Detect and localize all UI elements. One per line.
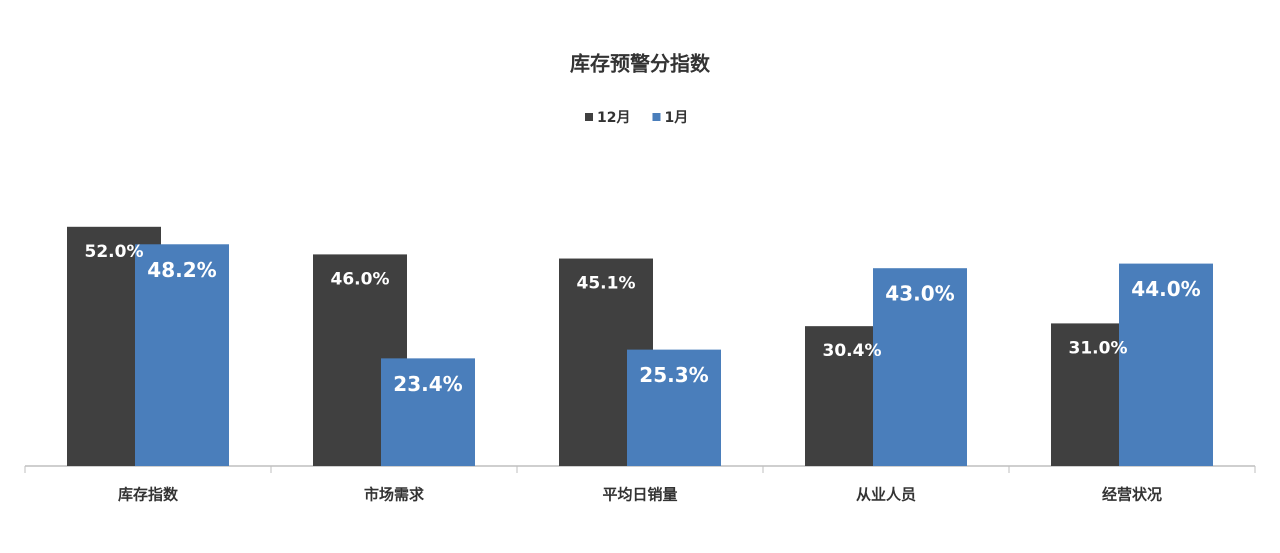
data-label: 25.3% xyxy=(639,363,708,387)
data-label: 43.0% xyxy=(885,282,954,306)
data-label: 23.4% xyxy=(393,372,462,396)
bar xyxy=(873,268,967,466)
legend-label: 12月 xyxy=(597,110,630,126)
data-label: 45.1% xyxy=(577,274,636,294)
data-label: 46.0% xyxy=(331,269,390,289)
chart-title: 库存预警分指数 xyxy=(570,52,711,76)
bar xyxy=(135,244,229,466)
data-label: 48.2% xyxy=(147,258,216,282)
data-label: 31.0% xyxy=(1069,338,1128,358)
x-tick-label: 市场需求 xyxy=(364,486,425,504)
x-tick-label: 库存指数 xyxy=(118,486,179,504)
legend-swatch xyxy=(652,113,661,121)
data-label: 30.4% xyxy=(823,341,882,361)
legend-swatch xyxy=(585,113,593,121)
bar xyxy=(627,349,721,466)
bar xyxy=(381,358,475,466)
x-tick-label: 平均日销量 xyxy=(602,486,677,504)
data-label: 52.0% xyxy=(85,242,144,262)
x-tick-label: 从业人员 xyxy=(856,486,916,504)
data-label: 44.0% xyxy=(1131,277,1200,301)
x-tick-label: 经营状况 xyxy=(1102,486,1162,504)
legend-label: 1月 xyxy=(664,110,688,126)
bar xyxy=(1119,263,1213,466)
